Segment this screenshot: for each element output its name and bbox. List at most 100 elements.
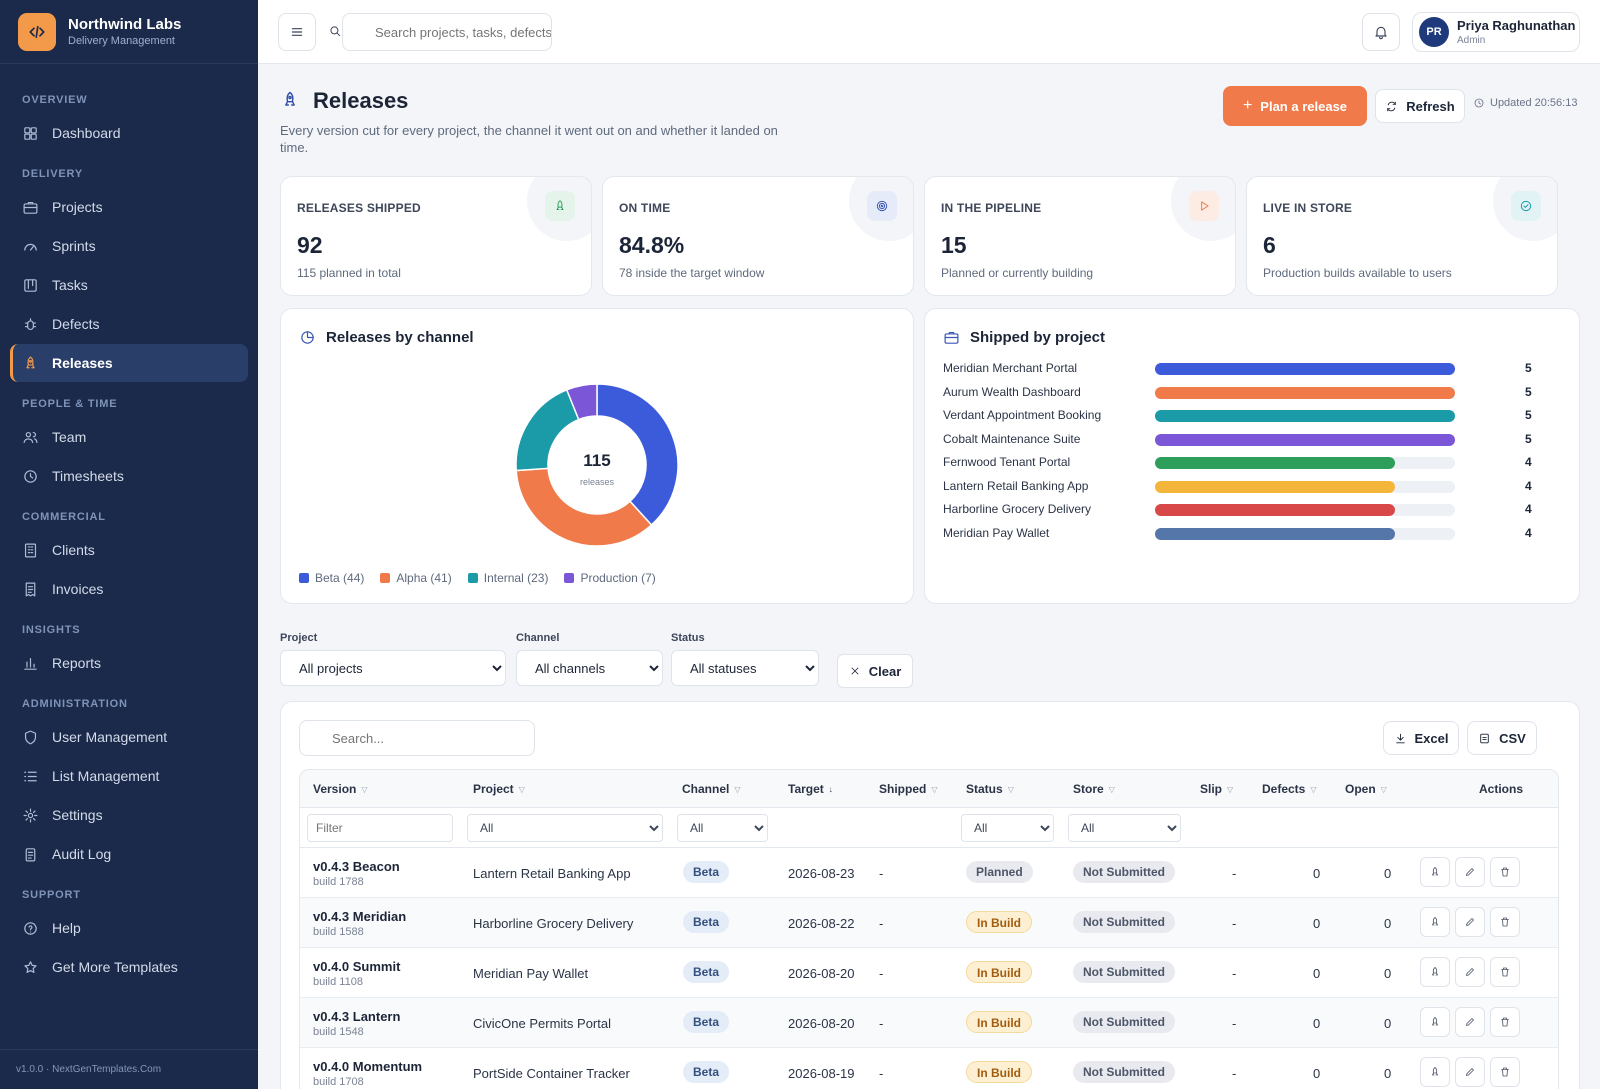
sidebar-item-timesheets[interactable]: Timesheets	[10, 457, 248, 495]
sidebar-item-templates[interactable]: Get More Templates	[10, 948, 248, 986]
release-version[interactable]: v0.4.0 Momentum	[313, 1059, 423, 1074]
release-target-date: 2026-08-20	[788, 1016, 855, 1031]
kanban-icon	[24, 278, 37, 292]
column-header-open[interactable]: Open ▽	[1345, 782, 1387, 796]
releases-table: Version ▽ Project ▽ Channel ▽ Target ↓ Shipp…	[299, 769, 1559, 1089]
project-bar-label: Aurum Wealth Dashboard	[943, 384, 1081, 399]
sidebar-item-user-management[interactable]: User Management	[10, 718, 248, 756]
list-icon	[24, 771, 37, 781]
sidebar-item-label: Invoices	[52, 581, 104, 597]
sidebar-item-defects[interactable]: Defects	[10, 305, 248, 343]
menu-toggle-button[interactable]	[278, 13, 316, 51]
edit-release-button[interactable]	[1455, 1007, 1485, 1037]
export-csv-button[interactable]: CSV	[1467, 721, 1537, 755]
edit-release-button[interactable]	[1455, 957, 1485, 987]
store-column-filter[interactable]: All	[1068, 814, 1181, 842]
notifications-button[interactable]	[1362, 13, 1400, 51]
column-header-store[interactable]: Store ▽	[1073, 782, 1115, 796]
release-open-defects: 0	[1384, 1066, 1392, 1081]
edit-release-button[interactable]	[1455, 907, 1485, 937]
table-row[interactable]: v0.4.3 Beacon build 1788 Lantern Retail Ba…	[300, 848, 1558, 898]
global-search-input[interactable]	[342, 13, 552, 51]
delete-release-button[interactable]	[1490, 957, 1520, 987]
project-filter-select[interactable]: All projects	[280, 650, 506, 686]
status-filter-select[interactable]: All statuses	[671, 650, 819, 686]
donut-slice-internal[interactable]	[515, 388, 580, 472]
refresh-button[interactable]: Refresh	[1375, 89, 1465, 123]
ship-release-button[interactable]	[1420, 957, 1450, 987]
release-version[interactable]: v0.4.3 Beacon	[313, 859, 400, 874]
release-version[interactable]: v0.4.3 Meridian	[313, 909, 407, 924]
ship-release-button[interactable]	[1420, 1007, 1450, 1037]
users-icon	[23, 431, 38, 443]
sidebar-item-sprints[interactable]: Sprints	[10, 227, 248, 265]
table-search-input[interactable]	[299, 720, 535, 756]
column-header-status[interactable]: Status ▽	[966, 782, 1014, 796]
release-build: build 1788	[313, 876, 364, 888]
release-open-defects: 0	[1384, 866, 1392, 881]
release-version[interactable]: v0.4.3 Lantern	[313, 1009, 401, 1024]
receipt-icon	[25, 582, 36, 596]
ship-release-button[interactable]	[1420, 857, 1450, 887]
release-defects: 0	[1313, 866, 1321, 881]
table-row[interactable]: v0.4.0 Momentum build 1708 PortSide Contai…	[300, 1048, 1558, 1089]
donut-slice-beta[interactable]	[596, 383, 679, 527]
column-header-target[interactable]: Target ↓	[788, 782, 833, 796]
release-shipped-date: -	[879, 1066, 884, 1081]
release-shipped-date: -	[879, 1016, 884, 1031]
project-bar-row: Harborline Grocery Delivery 4	[943, 501, 1543, 519]
delete-release-button[interactable]	[1490, 1057, 1520, 1087]
channel-column-filter[interactable]: All	[677, 814, 768, 842]
plus-icon: +	[1242, 97, 1253, 114]
channel-filter-select[interactable]: All channels	[516, 650, 663, 686]
clear-filters-button[interactable]: Clear	[837, 654, 913, 688]
donut-slice-production[interactable]	[565, 383, 598, 421]
sidebar-item-help[interactable]: Help	[10, 909, 248, 947]
edit-release-button[interactable]	[1455, 857, 1485, 887]
star-icon	[24, 960, 37, 973]
donut-slice-alpha[interactable]	[515, 467, 653, 547]
sidebar-item-invoices[interactable]: Invoices	[10, 570, 248, 608]
sidebar-item-settings[interactable]: Settings	[10, 796, 248, 834]
table-row[interactable]: v0.4.3 Lantern build 1548 CivicOne Permits…	[300, 998, 1558, 1048]
channel-badge: Beta	[683, 961, 730, 983]
check-circle-icon	[1511, 191, 1541, 221]
version-filter-input[interactable]	[307, 814, 453, 842]
export-excel-button[interactable]: Excel	[1383, 721, 1459, 755]
column-header-version[interactable]: Version ▽	[313, 782, 368, 796]
column-header-slip[interactable]: Slip ▽	[1200, 782, 1234, 796]
nav-section-overview: OVERVIEW	[22, 94, 88, 106]
sidebar-item-tasks[interactable]: Tasks	[10, 266, 248, 304]
table-row[interactable]: v0.4.3 Meridian build 1588 Harborline Groc…	[300, 898, 1558, 948]
bell-icon	[1375, 26, 1387, 40]
sidebar-item-projects[interactable]: Projects	[10, 188, 248, 226]
brand-name: Northwind Labs	[68, 15, 182, 33]
project-bar-value: 4	[1525, 455, 1532, 469]
project-bar-row: Aurum Wealth Dashboard 5	[943, 384, 1543, 402]
sidebar-item-releases[interactable]: Releases	[10, 344, 248, 382]
user-menu[interactable]: PR Priya Raghunathan Admin	[1412, 12, 1580, 52]
ship-release-button[interactable]	[1420, 907, 1450, 937]
sidebar-item-audit-log[interactable]: Audit Log	[10, 835, 248, 873]
sidebar-item-list-management[interactable]: List Management	[10, 757, 248, 795]
sidebar-item-dashboard[interactable]: Dashboard	[10, 114, 248, 152]
delete-release-button[interactable]	[1490, 907, 1520, 937]
column-header-shipped[interactable]: Shipped ▽	[879, 782, 938, 796]
sidebar-item-team[interactable]: Team	[10, 418, 248, 456]
plan-release-button[interactable]: + Plan a release	[1223, 86, 1367, 126]
ship-release-button[interactable]	[1420, 1057, 1450, 1087]
brand[interactable]: Northwind Labs Delivery Management	[0, 0, 258, 64]
sidebar-item-reports[interactable]: Reports	[10, 644, 248, 682]
column-header-channel[interactable]: Channel ▽	[682, 782, 741, 796]
status-column-filter[interactable]: All	[961, 814, 1054, 842]
delete-release-button[interactable]	[1490, 1007, 1520, 1037]
edit-release-button[interactable]	[1455, 1057, 1485, 1087]
column-header-defects[interactable]: Defects ▽	[1262, 782, 1317, 796]
table-row[interactable]: v0.4.0 Summit build 1108 Meridian Pay Wall…	[300, 948, 1558, 998]
excel-label: Excel	[1414, 730, 1449, 746]
delete-release-button[interactable]	[1490, 857, 1520, 887]
project-column-filter[interactable]: All	[467, 814, 663, 842]
sidebar-item-clients[interactable]: Clients	[10, 531, 248, 569]
release-version[interactable]: v0.4.0 Summit	[313, 959, 401, 974]
column-header-project[interactable]: Project ▽	[473, 782, 525, 796]
